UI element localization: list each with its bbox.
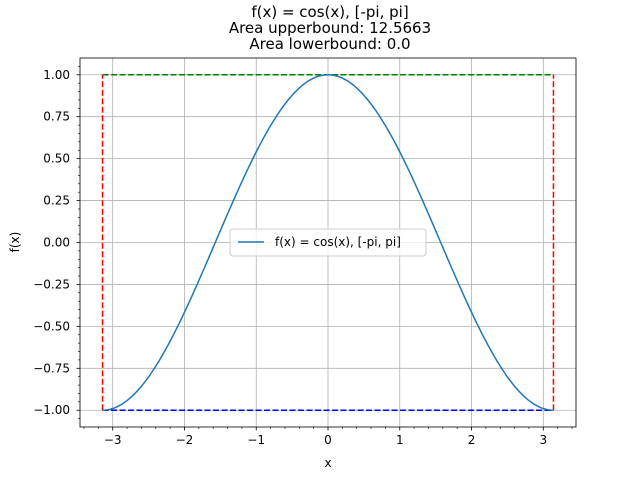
x-tick-label: −3 [104,433,122,447]
legend: f(x) = cos(x), [-pi, pi] [229,228,427,257]
y-tick-label: −1.00 [33,403,70,417]
y-tick-label: 0.25 [43,194,70,208]
y-tick-label: −0.25 [33,277,70,291]
chart-title-line-2: Area upperbound: 12.5663 [229,19,431,37]
x-tick-label: 3 [539,433,547,447]
chart-title-line-3: Area lowerbound: 0.0 [249,35,410,53]
y-tick-label: 0.50 [43,152,70,166]
y-axis-label: f(x) [8,232,22,253]
y-tick-label: 0.00 [43,236,70,250]
chart-title-line-1: f(x) = cos(x), [-pi, pi] [251,3,408,21]
x-tick-label: 1 [396,433,404,447]
y-tick-label: −0.50 [33,319,70,333]
x-axis-label: x [324,456,331,470]
x-tick-label: −2 [176,433,194,447]
series [102,74,554,411]
grid [80,58,576,427]
x-tick-label: 2 [468,433,476,447]
series-line [102,74,554,411]
legend-label: f(x) = cos(x), [-pi, pi] [275,235,401,249]
x-tick-label: 0 [324,433,332,447]
y-tick-label: 0.75 [43,110,70,124]
y-tick-label: −0.75 [33,361,70,375]
x-tick-label: −1 [247,433,265,447]
x-axis-ticks: −3 −2 −1 0 1 2 3 [83,427,573,447]
y-axis-ticks: −1.00 −0.75 −0.50 −0.25 0.00 0.25 0.50 0.75 1.00 [33,66,80,419]
chart-title: f(x) = cos(x), [-pi, pi] Area upperbound… [229,3,431,53]
y-tick-label: 1.00 [43,68,70,82]
legend-box [229,228,427,257]
